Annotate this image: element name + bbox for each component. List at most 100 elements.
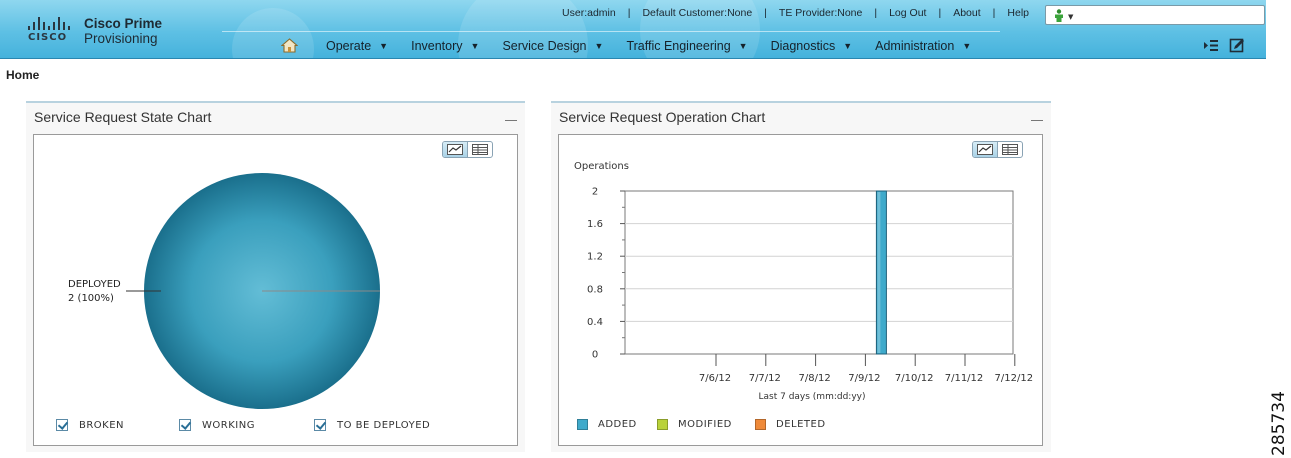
header-tools xyxy=(1203,38,1245,53)
header-decoration xyxy=(640,0,760,58)
legend-label: ADDED xyxy=(598,419,637,430)
divider: | xyxy=(992,7,996,19)
to-be-deployed-checkbox[interactable] xyxy=(314,419,326,431)
plot-area xyxy=(624,190,1014,355)
figure-id-text: 285734 xyxy=(1269,391,1289,456)
x-tick-label: 7/11/12 xyxy=(945,373,984,384)
x-axis-label: Last 7 days (mm:dd:yy) xyxy=(759,392,866,402)
user-search-icon[interactable] xyxy=(1054,9,1064,22)
logout-link[interactable]: Log Out xyxy=(889,7,927,19)
search-scope-dropdown-icon[interactable]: ▼ xyxy=(1068,13,1074,21)
bar-highlight xyxy=(877,192,881,353)
x-tick-label: 7/10/12 xyxy=(895,373,934,384)
nav-label: Administration xyxy=(875,38,955,53)
line-chart-icon xyxy=(446,144,463,155)
nav-inventory[interactable]: Inventory ▼ xyxy=(411,39,479,53)
table-icon xyxy=(471,144,488,155)
nav-label: Inventory xyxy=(411,38,463,53)
portlet-title: Service Request State Chart xyxy=(34,109,212,125)
modified-swatch xyxy=(657,419,668,430)
product-name: Cisco Prime Provisioning xyxy=(84,16,162,46)
about-link[interactable]: About xyxy=(953,7,981,19)
user-label: User:admin xyxy=(562,7,616,19)
nav-service-design[interactable]: Service Design ▼ xyxy=(502,39,603,53)
minimize-icon[interactable] xyxy=(1031,113,1043,121)
legend-deleted: DELETED xyxy=(755,419,826,430)
legend-to-be-deployed: TO BE DEPLOYED xyxy=(314,419,430,431)
nav-administration[interactable]: Administration ▼ xyxy=(875,39,971,53)
legend-label: BROKEN xyxy=(79,419,125,431)
x-tick-label: 7/12/12 xyxy=(995,373,1034,384)
main-nav: Operate ▼ Inventory ▼ Service Design ▼ Traf… xyxy=(281,38,994,53)
table-icon xyxy=(1001,144,1018,155)
state-pie-chart: DEPLOYED 2 (100%) xyxy=(68,173,380,409)
divider: | xyxy=(938,7,942,19)
panel-list-icon[interactable] xyxy=(1203,38,1219,53)
breadcrumb: Home xyxy=(6,68,40,82)
nav-divider xyxy=(222,31,1000,32)
table-view-button[interactable] xyxy=(998,142,1022,157)
search-box: ▼ xyxy=(1045,5,1265,25)
chart-view-button[interactable] xyxy=(973,142,998,157)
divider: | xyxy=(764,7,767,19)
chevron-down-icon: ▼ xyxy=(843,40,853,51)
home-icon[interactable] xyxy=(281,38,298,53)
edit-layout-icon[interactable] xyxy=(1229,38,1245,53)
divider: | xyxy=(874,7,878,19)
state-chart-panel: DEPLOYED 2 (100%) BROKEN WORKING TO BE DE… xyxy=(33,134,518,446)
y-tick-label: 0 xyxy=(592,350,598,361)
product-name-line1: Cisco Prime xyxy=(84,16,163,31)
slice-label: DEPLOYED xyxy=(68,279,121,290)
x-tick-label: 7/6/12 xyxy=(699,373,731,384)
cisco-wordmark: CISCO xyxy=(28,32,68,43)
operation-chart-portlet: Service Request Operation Chart Operatio… xyxy=(551,101,1051,452)
nav-operate[interactable]: Operate ▼ xyxy=(326,39,388,53)
search-input[interactable] xyxy=(1080,7,1260,23)
cisco-bars-icon xyxy=(28,17,76,30)
broken-checkbox[interactable] xyxy=(56,419,68,431)
deleted-swatch xyxy=(755,419,766,430)
header-decoration xyxy=(458,0,588,58)
slice-value-label: 2 (100%) xyxy=(68,293,114,304)
y-tick-label: 1.2 xyxy=(587,252,603,263)
x-tick-label: 7/7/12 xyxy=(749,373,781,384)
x-tick-label: 7/9/12 xyxy=(848,373,880,384)
divider: | xyxy=(627,7,631,19)
chart-view-button[interactable] xyxy=(443,142,468,157)
help-link[interactable]: Help xyxy=(1007,7,1029,19)
customer-selector[interactable]: Default Customer:None xyxy=(642,7,753,19)
operation-chart-panel: Operations Last 7 days (mm:dd:yy) 0 0.4 0.… xyxy=(558,134,1043,446)
view-toggle xyxy=(442,141,493,158)
nav-label: Service Design xyxy=(502,38,587,53)
nav-traffic-engineering[interactable]: Traffic Engineering ▼ xyxy=(626,39,747,53)
y-tick-label: 0.8 xyxy=(587,284,603,295)
legend-broken: BROKEN xyxy=(56,419,124,431)
operations-bar-chart: Operations Last 7 days (mm:dd:yy) 0 0.4 0.… xyxy=(574,161,1034,402)
figure-id: 285734 xyxy=(1269,391,1289,456)
utility-links: User:admin | Default Customer:None | TE … xyxy=(562,7,1029,19)
chevron-down-icon: ▼ xyxy=(962,40,972,51)
view-toggle xyxy=(972,141,1023,158)
minimize-icon[interactable] xyxy=(505,113,517,121)
y-axis-label: Operations xyxy=(574,161,629,172)
legend-label: TO BE DEPLOYED xyxy=(337,419,431,431)
table-view-button[interactable] xyxy=(468,142,492,157)
provider-selector[interactable]: TE Provider:None xyxy=(778,7,863,19)
legend-label: WORKING xyxy=(202,419,255,431)
portlet-title: Service Request Operation Chart xyxy=(559,109,766,125)
legend-working: WORKING xyxy=(179,419,255,431)
y-tick-label: 1.6 xyxy=(587,219,603,230)
y-tick-label: 0.4 xyxy=(587,317,603,328)
nav-diagnostics[interactable]: Diagnostics ▼ xyxy=(771,39,853,53)
nav-label: Operate xyxy=(326,38,372,53)
legend-modified: MODIFIED xyxy=(657,419,732,430)
product-name-line2: Provisioning xyxy=(84,31,158,46)
app-header: CISCO Cisco Prime Provisioning User:admi… xyxy=(0,0,1266,59)
chevron-down-icon: ▼ xyxy=(470,40,480,51)
working-checkbox[interactable] xyxy=(179,419,191,431)
legend-added: ADDED xyxy=(577,419,637,430)
cisco-logo: CISCO xyxy=(28,17,76,43)
added-swatch xyxy=(577,419,588,430)
bar-added[interactable] xyxy=(875,190,887,355)
chevron-down-icon: ▼ xyxy=(379,40,389,51)
